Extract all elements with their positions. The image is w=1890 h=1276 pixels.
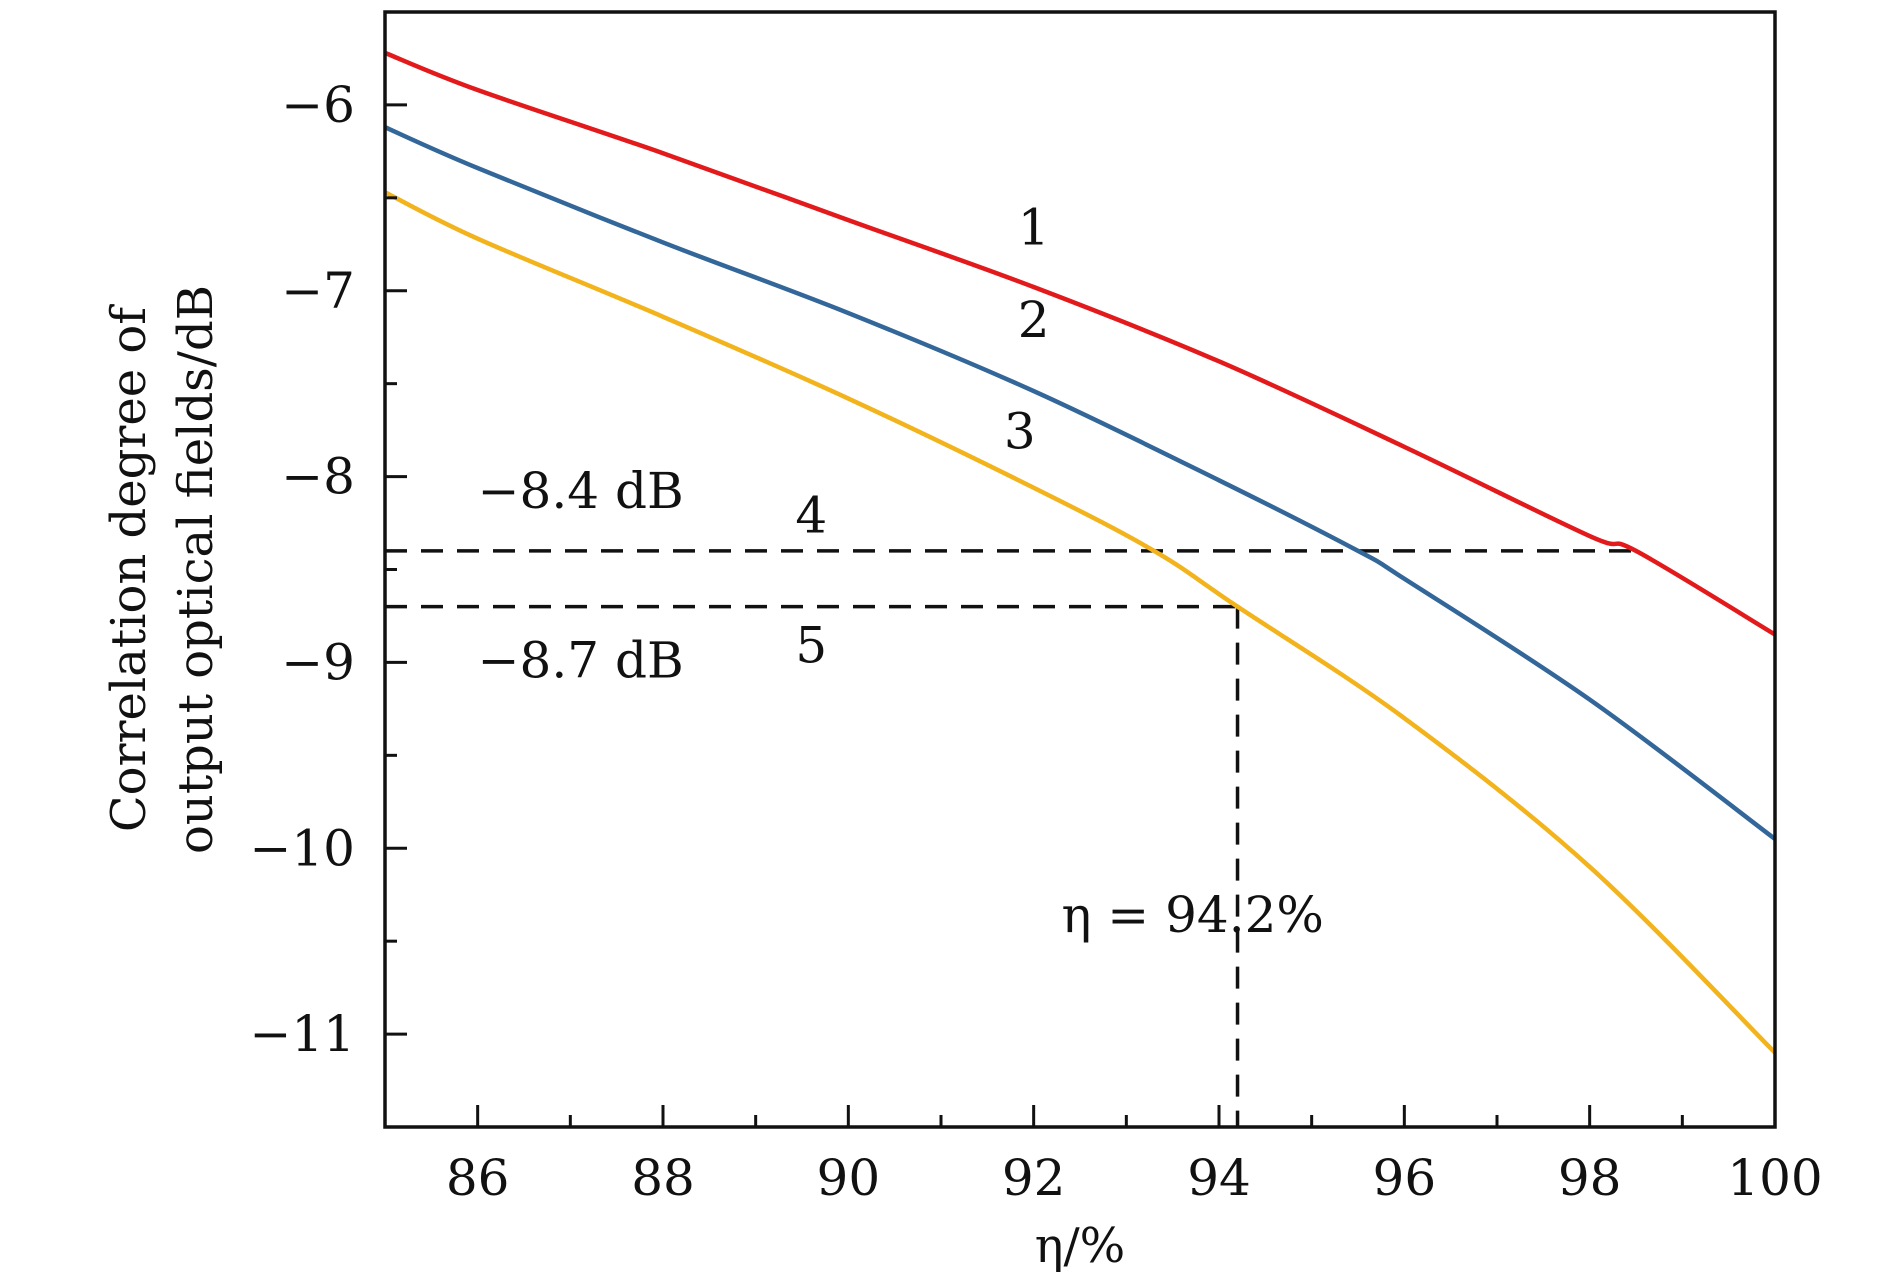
series-3-line (383, 190, 1777, 1055)
y-tick-label: −6 (281, 76, 355, 134)
series-group (383, 50, 1777, 1055)
annotation-3: η = 94.2% (1061, 886, 1323, 944)
axes-frame (383, 10, 1777, 1129)
reference-lines (385, 549, 1636, 1127)
ticks (383, 10, 1777, 1129)
curve-label-5: 5 (795, 616, 827, 674)
y-tick-label: −10 (249, 819, 355, 877)
annotation-2: −8.7 dB (478, 631, 684, 689)
y-axis-title-line2: output optical fields/dB (168, 285, 224, 854)
x-tick-label: 86 (446, 1149, 510, 1207)
y-tick-label: −9 (281, 633, 355, 691)
x-tick-label: 98 (1558, 1149, 1622, 1207)
y-axis-title-line1: Correlation degree of (101, 304, 157, 832)
annotation-1: −8.4 dB (478, 462, 684, 520)
curve-label-2: 2 (1018, 291, 1050, 349)
curve-label-1: 1 (1018, 198, 1050, 256)
plot-frame (383, 10, 1777, 1129)
x-tick-label: 94 (1187, 1149, 1251, 1207)
labels: 86 88 90 92 94 96 98 100 −11 −10 −9 −8 −7 −6 1 2 3 4 5 −8.4… (249, 76, 1822, 1207)
x-tick-label: 88 (631, 1149, 695, 1207)
x-tick-label: 92 (1002, 1149, 1066, 1207)
x-axis-title: η/% (1035, 1218, 1126, 1274)
x-tick-label: 90 (817, 1149, 881, 1207)
y-tick-label: −7 (281, 262, 355, 320)
x-tick-label: 100 (1727, 1149, 1822, 1207)
x-tick-label: 96 (1373, 1149, 1437, 1207)
curve-label-4: 4 (795, 486, 827, 544)
curve-label-3: 3 (1004, 403, 1036, 461)
y-tick-label: −11 (249, 1005, 355, 1063)
series-1-line (384, 50, 1777, 637)
y-tick-label: −8 (281, 448, 355, 506)
series-2-line (384, 125, 1777, 841)
